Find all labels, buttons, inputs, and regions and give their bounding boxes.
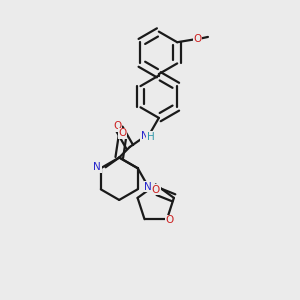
Text: N: N <box>141 131 148 141</box>
Text: N: N <box>93 162 101 172</box>
Text: O: O <box>165 215 173 225</box>
Text: O: O <box>193 34 202 44</box>
Text: H: H <box>147 132 155 142</box>
Text: O: O <box>152 185 160 195</box>
Text: N: N <box>144 182 152 192</box>
Text: O: O <box>114 121 122 131</box>
Text: O: O <box>118 128 127 138</box>
